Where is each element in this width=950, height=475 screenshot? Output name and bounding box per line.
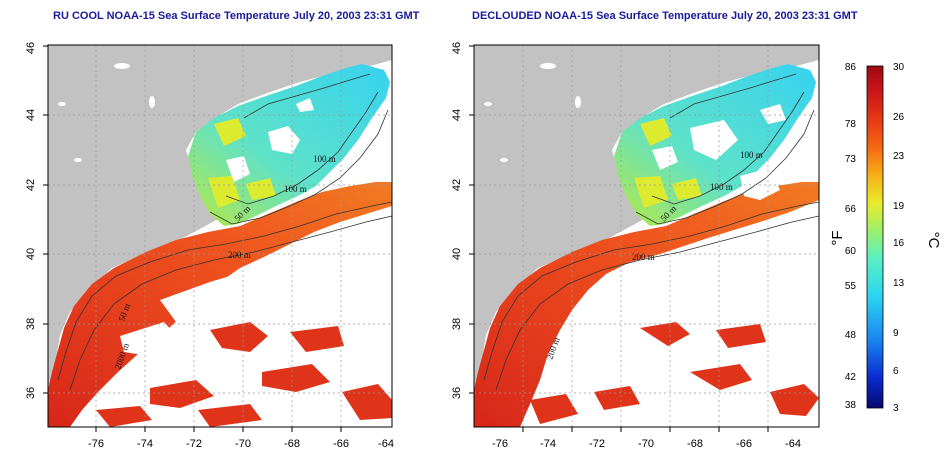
right-x-tick-72: -72 <box>589 438 605 450</box>
left-map-lakes <box>58 63 155 162</box>
left-map-grid <box>48 45 392 427</box>
c-tick-19: 19 <box>893 201 905 212</box>
c-tick-6: 6 <box>893 366 899 377</box>
right-y-tick-40: 40 <box>451 248 463 260</box>
right-map-x-labels: -76 -74 -72 -70 -68 -66 -64 <box>492 438 801 450</box>
right-map-warm-patches <box>530 322 819 424</box>
left-map-land <box>48 45 392 390</box>
left-map-frame <box>47 44 393 428</box>
right-x-tick-76: -76 <box>492 438 508 450</box>
left-y-tick-44: 44 <box>25 109 37 121</box>
right-map-ticks <box>469 45 769 432</box>
left-y-tick-46: 46 <box>25 42 37 54</box>
right-y-tick-38: 38 <box>451 318 463 330</box>
right-contour-label-1: 100 m <box>740 150 763 160</box>
f-tick-55: 55 <box>845 281 857 292</box>
c-tick-9: 9 <box>893 328 899 339</box>
right-x-tick-70: -70 <box>638 438 654 450</box>
right-map-yellow-patches <box>634 118 702 208</box>
f-tick-38: 38 <box>845 400 857 411</box>
left-map-y-labels: 36 38 40 42 44 46 <box>25 42 37 399</box>
left-map-ticks <box>43 45 342 432</box>
f-tick-60: 60 <box>845 246 857 257</box>
f-tick-73: 73 <box>845 154 857 165</box>
left-map-warm-water <box>48 182 392 427</box>
left-map-yellow-patches <box>208 118 276 208</box>
f-tick-42: 42 <box>845 372 857 383</box>
left-y-tick-36: 36 <box>25 387 37 399</box>
f-tick-78: 78 <box>845 119 857 130</box>
left-map-clouds <box>120 220 392 356</box>
right-x-tick-64: -64 <box>785 438 801 450</box>
left-y-tick-38: 38 <box>25 318 37 330</box>
right-map-clouds <box>600 286 664 310</box>
left-x-tick-70: -70 <box>235 438 251 450</box>
right-map-frame <box>473 44 820 428</box>
right-y-tick-44: 44 <box>451 109 463 121</box>
colorbar-gradient <box>866 65 884 409</box>
left-map: 100 m 100 m 50 m 200 m 50 m 2000 m <box>25 42 394 450</box>
right-contour-label-2: 100 m <box>710 182 733 192</box>
f-tick-86: 86 <box>845 62 857 73</box>
right-map-grid <box>474 45 819 427</box>
right-x-tick-66: -66 <box>736 438 752 450</box>
colorbar: 86 78 73 66 60 55 48 42 38 30 26 23 19 1… <box>829 62 942 414</box>
c-tick-13: 13 <box>893 278 905 289</box>
right-map-cool-clouds <box>652 104 786 200</box>
colorbar-fahrenheit-ticks: 86 78 73 66 60 55 48 42 38 <box>845 62 857 411</box>
colorbar-celsius-unit: °C <box>925 232 942 249</box>
left-map-title: RU COOL NOAA-15 Sea Surface Temperature … <box>53 10 420 22</box>
left-x-tick-68: -68 <box>284 438 300 450</box>
left-map-contours <box>57 73 393 391</box>
left-contour-label-1: 100 m <box>313 154 336 164</box>
f-tick-66: 66 <box>845 204 857 215</box>
c-tick-16: 16 <box>893 238 905 249</box>
right-map-title: DECLOUDED NOAA-15 Sea Surface Temperatur… <box>472 10 858 22</box>
c-tick-23: 23 <box>893 151 905 162</box>
left-map-x-labels: -76 -74 -72 -70 -68 -66 -64 <box>88 438 394 450</box>
right-y-tick-36: 36 <box>451 387 463 399</box>
colorbar-fahrenheit-unit: °F <box>829 230 846 245</box>
c-tick-3: 3 <box>893 403 899 414</box>
left-x-tick-72: -72 <box>186 438 202 450</box>
right-x-tick-74: -74 <box>540 438 556 450</box>
left-x-tick-64: -64 <box>378 438 394 450</box>
right-x-tick-68: -68 <box>687 438 703 450</box>
left-x-tick-74: -74 <box>137 438 153 450</box>
colorbar-celsius-ticks: 30 26 23 19 16 13 9 6 3 <box>893 62 905 414</box>
right-map-lakes <box>484 63 581 162</box>
left-y-tick-42: 42 <box>25 179 37 191</box>
left-contour-label-4: 200 m <box>228 250 251 260</box>
left-x-tick-76: -76 <box>88 438 104 450</box>
right-map-y-labels: 36 38 40 42 44 46 <box>451 42 463 399</box>
right-map-land <box>474 45 819 390</box>
c-tick-26: 26 <box>893 112 905 123</box>
right-y-tick-46: 46 <box>451 42 463 54</box>
c-tick-30: 30 <box>893 62 905 73</box>
left-contour-label-2: 100 m <box>284 184 307 194</box>
right-map-warm-water <box>474 182 819 427</box>
right-y-tick-42: 42 <box>451 179 463 191</box>
left-y-tick-40: 40 <box>25 248 37 260</box>
f-tick-48: 48 <box>845 330 857 341</box>
right-map: 100 m 100 m 50 m 200 m 200 m -76 -74 -7 <box>451 42 820 450</box>
left-x-tick-66: -66 <box>333 438 349 450</box>
right-contour-label-4: 200 m <box>632 252 655 262</box>
